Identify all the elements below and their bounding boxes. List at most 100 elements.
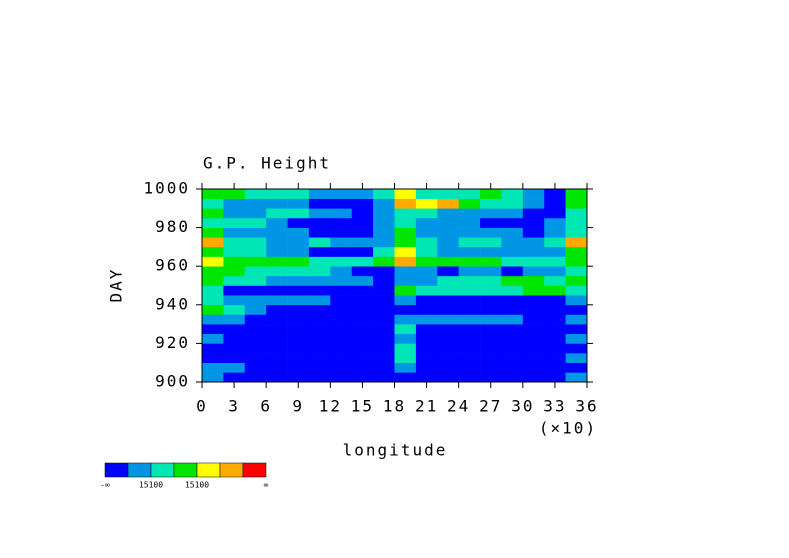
heatmap-cell [287,275,310,286]
heatmap-cell [522,227,545,238]
heatmap-cell [458,324,481,335]
heatmap-cell [330,198,353,209]
heatmap-cell [565,285,588,296]
heatmap-cell [565,256,588,267]
heatmap-cell [437,208,459,219]
heatmap-cell [544,237,566,248]
x-tick-label: 33 [543,397,566,416]
x-tick-label: 24 [447,397,470,416]
heatmap-cell [223,208,246,219]
heatmap-cell [266,314,288,325]
heatmap-cell [287,285,310,296]
heatmap-cell [544,275,566,286]
heatmap-cell [394,275,417,286]
heatmap-cell [522,314,545,325]
heatmap-cell [394,217,417,228]
heatmap-cell [351,285,374,296]
y-tick-label: 920 [155,333,190,352]
heatmap-cell [437,237,459,248]
heatmap-cell [287,198,310,209]
heatmap-cell [244,198,267,209]
heatmap-cell [480,237,502,248]
y-tick-label: 900 [155,372,190,391]
heatmap-cell [287,256,310,267]
colorbar-swatch [150,462,175,478]
heatmap-cell [480,372,502,383]
heatmap-cell [394,372,417,383]
heatmap-cell [480,227,502,238]
heatmap-cell [522,304,545,315]
heatmap-cell [415,266,438,277]
heatmap-cell [202,343,224,354]
heatmap-cell [351,256,374,267]
heatmap-cell [308,343,331,354]
heatmap-cell [287,353,310,363]
heatmap-cell [373,362,395,373]
heatmap-cell [244,304,267,315]
heatmap-cell [244,285,267,296]
heatmap-cell [415,256,438,267]
heatmap-cell [266,304,288,315]
heatmap-cell [287,208,310,219]
heatmap-cell [544,208,566,219]
heatmap-cell [501,285,524,296]
heatmap-cell [394,362,417,373]
heatmap-cell [437,198,459,209]
heatmap-cell [501,304,524,315]
heatmap-cell [244,324,267,335]
heatmap-cell [415,285,438,296]
heatmap-cell [330,314,353,325]
heatmap-cell [458,333,481,344]
heatmap-cell [244,208,267,219]
x-tick-label: 12 [319,397,342,416]
heatmap-cell [565,208,588,219]
heatmap-cell [415,227,438,238]
heatmap-cell [415,189,438,199]
heatmap-cell [287,343,310,354]
heatmap-cell [287,246,310,257]
heatmap-cell [266,266,288,277]
heatmap-cell [373,275,395,286]
heatmap-cell [437,266,459,277]
heatmap-cell [565,343,588,354]
y-tick-label: 980 [155,217,190,236]
heatmap-cell [565,362,588,373]
heatmap-cell [330,285,353,296]
heatmap-cell [458,295,481,306]
heatmap-cell [458,208,481,219]
heatmap-cell [373,217,395,228]
heatmap-cell [522,333,545,344]
heatmap-cell [330,237,353,248]
heatmap-cell [351,343,374,354]
heatmap-cell [373,285,395,296]
heatmap-cell [565,333,588,344]
heatmap-cell [458,372,481,383]
heatmap-cell [223,295,246,306]
heatmap-cell [308,237,331,248]
heatmap-cell [351,246,374,257]
heatmap-cell [223,372,246,383]
heatmap-cell [394,343,417,354]
heatmap-cell [458,237,481,248]
heatmap-cell [351,314,374,325]
heatmap-cell [202,246,224,257]
heatmap-cell [458,343,481,354]
heatmap-cell [394,246,417,257]
heatmap-cell [565,372,588,383]
heatmap-cell [458,285,481,296]
heatmap-cell [351,217,374,228]
heatmap-cell [415,275,438,286]
heatmap-cell [330,246,353,257]
heatmap-cell [330,266,353,277]
x-tick-label: 36 [575,397,598,416]
heatmap-cell [223,189,246,199]
heatmap-cell [266,343,288,354]
heatmap-cell [202,324,224,335]
heatmap-cell [373,295,395,306]
heatmap-cell [480,275,502,286]
heatmap-cell [351,198,374,209]
heatmap-cell [287,314,310,325]
heatmap-cell [565,227,588,238]
heatmap-cell [480,208,502,219]
